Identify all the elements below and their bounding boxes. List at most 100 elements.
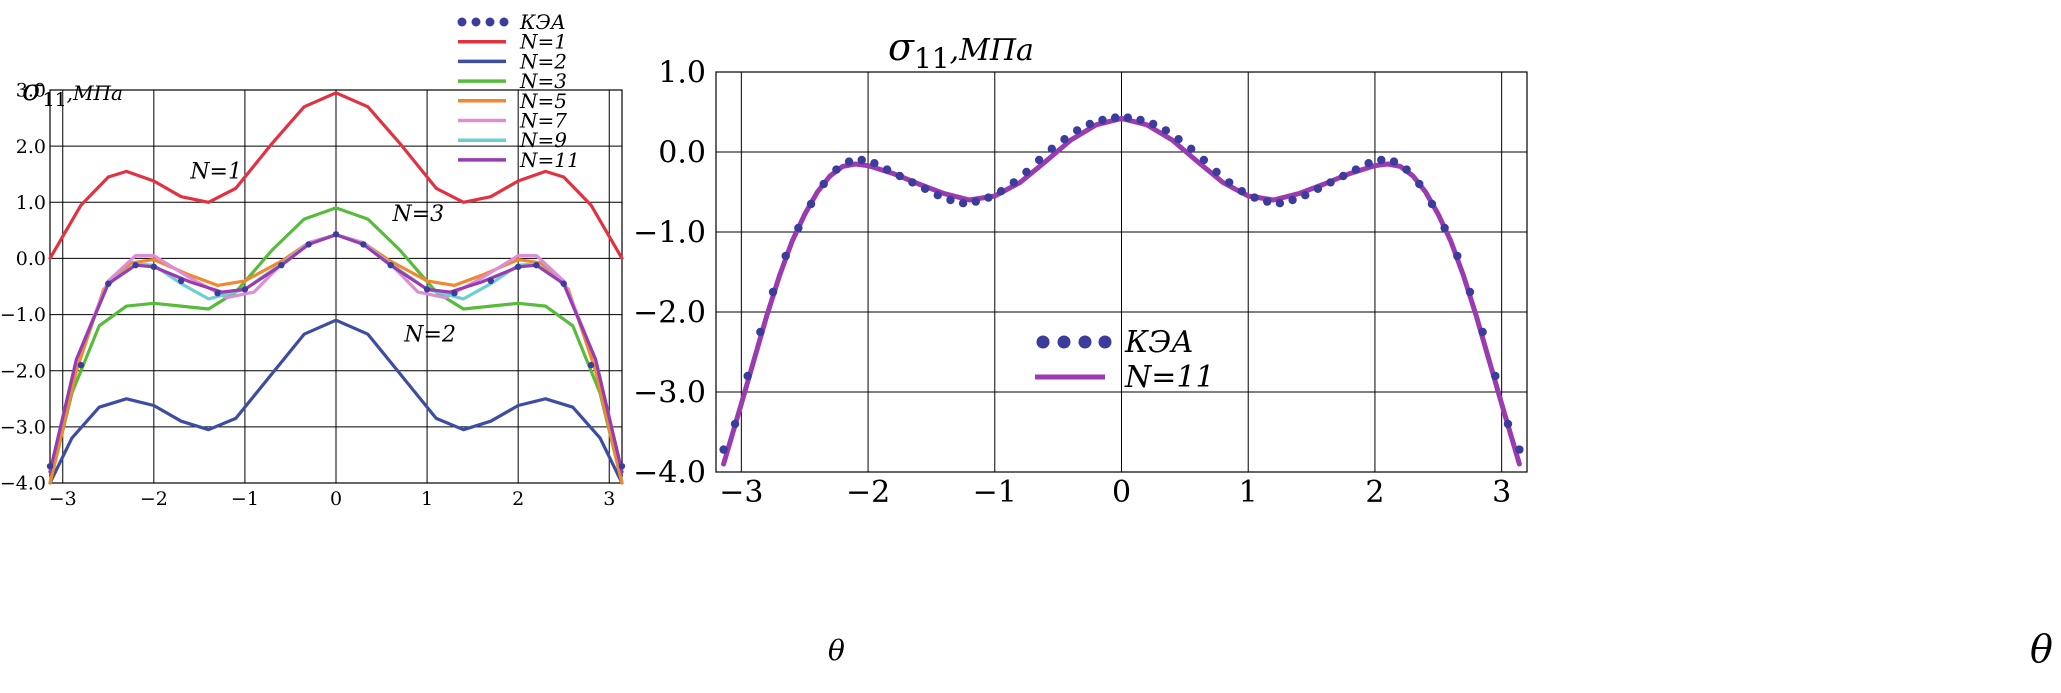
fem-point [1174,135,1183,144]
fem-point [1009,178,1018,187]
y-tick-label: −2.0 [633,296,706,331]
fem-point [920,184,930,193]
fem-point [730,419,740,429]
legend-marker-dots [1078,335,1092,349]
fem-point [946,195,955,205]
x-tick-label: −2 [846,475,890,510]
fem-point [241,286,249,293]
y-tick-label: −3.0 [0,417,46,439]
fem-point [1415,179,1424,189]
fem-point [1491,371,1500,381]
fem-point [719,445,728,454]
fem-point [870,159,879,168]
y-tick-label: 0.0 [16,248,46,270]
fem-point [1503,419,1513,429]
series-line-n1 [48,91,624,260]
fem-point [1186,144,1196,153]
y-tick-label: −4.0 [633,456,706,491]
fem-point [1136,115,1145,125]
fem-point [1199,155,1209,165]
fem-point [423,286,431,293]
x-tick-label: 3 [603,488,615,510]
left-x-tick-labels: −3 −2 −1 0 1 2 3 [49,488,616,510]
fem-point [332,231,340,238]
x-tick-label: 2 [512,488,524,510]
fem-point [150,263,158,271]
series-annotation: N=1 [189,160,242,185]
legend-label: КЭА [519,10,566,34]
fem-point [1237,187,1247,196]
fem-point [105,280,112,287]
right-ylabel-unit: ,МПа [950,33,1034,68]
right-ylabel-symbol: σ [888,25,915,69]
fem-point [1161,126,1171,135]
fem-point [832,165,841,174]
fem-point [806,199,816,209]
legend-marker-dots [1098,335,1112,349]
fem-point [844,157,854,166]
fem-point [360,241,367,248]
legend-label: КЭА [1124,325,1194,360]
fem-point [278,261,285,269]
fem-point [618,462,626,470]
fem-point [387,261,394,269]
fem-point [1225,178,1234,187]
fem-point [1465,287,1475,297]
right-x-tick-labels: −3 −2 −1 0 1 2 3 [719,475,1511,510]
series-line-n2 [48,318,624,485]
fem-point [1123,113,1133,122]
series-annotation: N=2 [403,323,456,348]
x-tick-label: 0 [330,488,342,510]
x-tick-label: −3 [719,475,763,510]
left-grid [49,89,623,484]
fem-point [1148,119,1158,129]
fem-point [1250,193,1259,202]
x-tick-label: 0 [1112,475,1131,510]
fem-point [1288,195,1297,205]
fem-point [305,241,312,248]
left-annotations: N=1 N=3 N=2 [189,160,456,348]
x-tick-label: 1 [1239,475,1258,510]
fem-point [1515,445,1524,454]
fem-point [1351,165,1361,174]
fem-point [1047,144,1057,153]
fem-point [587,361,595,369]
fem-point [1427,199,1437,209]
legend-marker-dots [471,17,481,27]
series-line-n11 [721,115,1522,467]
x-tick-label: −3 [49,488,77,510]
y-tick-label: 3.0 [16,80,46,102]
fem-point [768,287,778,297]
left-y-axis-label: σ11,МПа [22,73,123,111]
y-tick-label: −1.0 [0,304,46,326]
y-tick-label: −3.0 [633,376,706,411]
right-grid [715,71,1528,473]
y-tick-label: −4.0 [0,473,46,495]
fem-point [1034,155,1044,165]
left-chart: 3.02.01.00.0−1.0−2.0−3.0−4.0 −3 −2 −1 0 1 2 3 … [0,10,845,667]
legend-marker-dots [485,17,495,27]
legend-label: N=11 [519,148,580,172]
fem-point [908,178,917,187]
fem-point [933,191,942,200]
legend-label: N=7 [519,109,567,133]
legend-marker-dots [1036,335,1050,349]
y-tick-label: 2.0 [16,136,46,158]
fem-point [984,193,993,202]
legend-label: N=3 [519,69,567,93]
y-tick-label: 0.0 [658,136,706,171]
x-tick-label: 1 [421,488,433,510]
right-series [719,113,1524,467]
fem-point [1275,199,1285,208]
x-tick-label: −1 [973,475,1017,510]
fem-point [214,290,221,297]
fem-point [1072,126,1082,135]
series-annotation: N=3 [391,202,444,227]
fem-point [451,290,458,297]
fem-point [1364,159,1373,168]
fem-point [794,223,803,233]
fem-point [857,155,866,165]
fem-point [882,165,892,174]
fem-point [132,261,139,269]
